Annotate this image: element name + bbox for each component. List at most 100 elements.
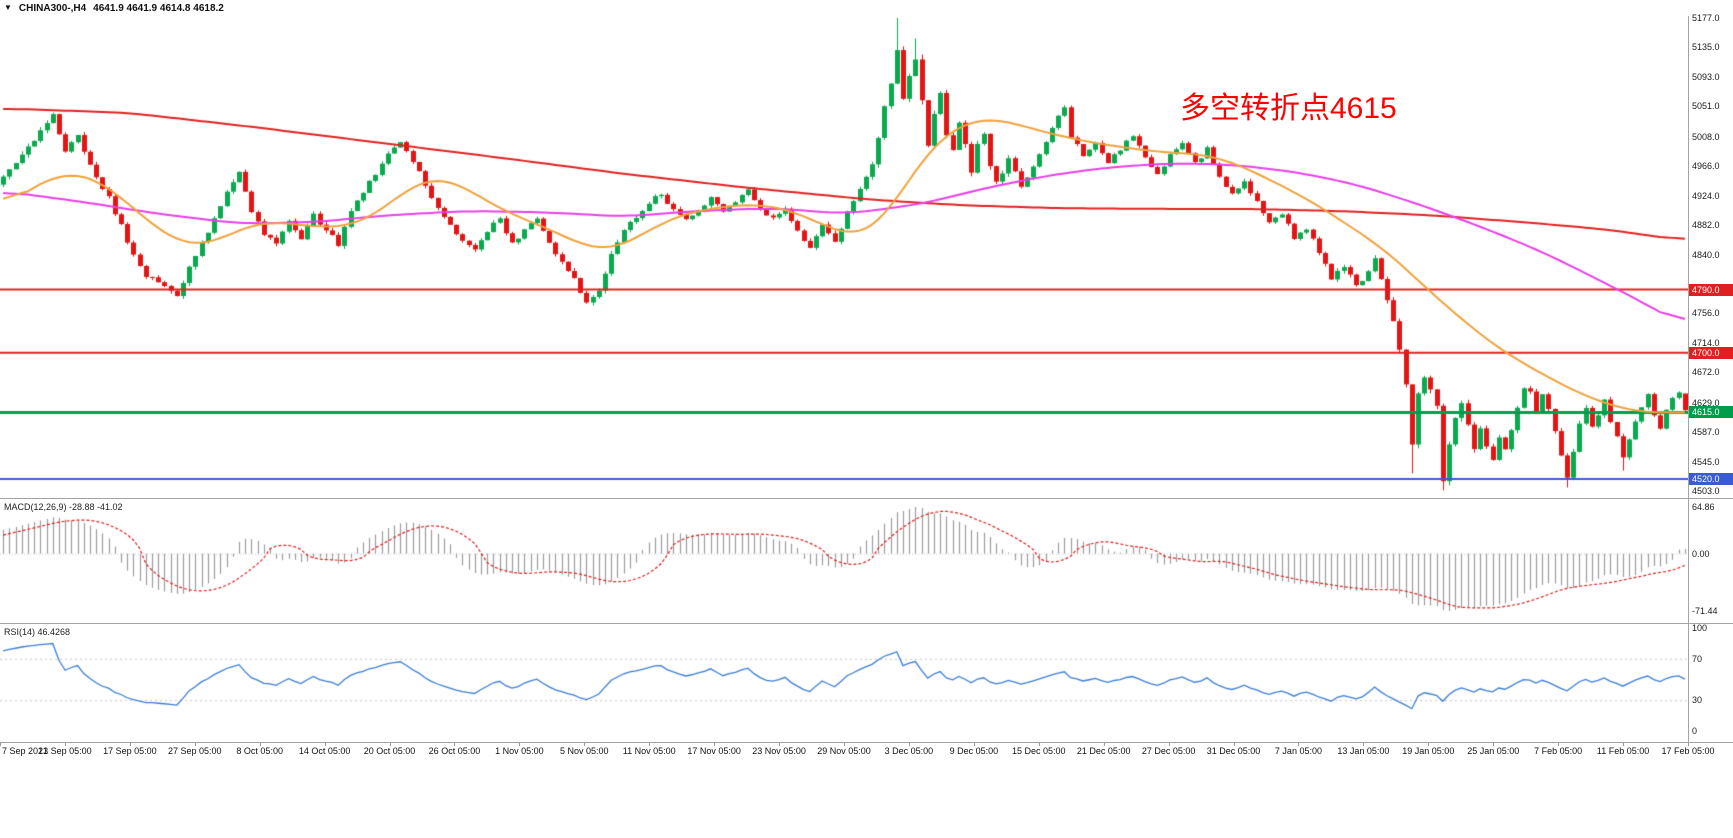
macd-axis[interactable]: 64.86 0.00 -71.44: [1689, 499, 1733, 623]
time-axis-label: 8 Oct 05:00: [236, 746, 283, 756]
time-axis-tick: [974, 743, 975, 746]
rsi-axis-label: 100: [1692, 623, 1708, 633]
time-axis-label: 19 Jan 05:00: [1402, 746, 1455, 756]
time-axis-label: 5 Nov 05:00: [560, 746, 609, 756]
time-axis-tick: [1688, 743, 1689, 746]
time-axis-label: 23 Nov 05:00: [752, 746, 806, 756]
time-axis-tick: [260, 743, 261, 746]
price-axis-label: 5135.0: [1692, 42, 1720, 53]
price-axis-label: 4756.0: [1692, 308, 1720, 319]
time-axis-label: 21 Dec 05:00: [1076, 746, 1131, 756]
price-axis-label: 4545.0: [1692, 456, 1720, 467]
time-axis-tick: [1558, 743, 1559, 746]
time-axis-tick: [130, 743, 131, 746]
time-axis-label: 7 Feb 05:00: [1534, 746, 1583, 756]
time-axis-label: 11 Nov 05:00: [622, 746, 676, 756]
macd-axis-label: -71.44: [1692, 606, 1718, 616]
time-axis-tick: [1298, 743, 1299, 746]
time-axis-tick: [1104, 743, 1105, 746]
chart-menu-icon[interactable]: ▼: [4, 3, 12, 12]
time-axis-tick: [0, 743, 1, 746]
rsi-axis[interactable]: 100 70 30 0: [1689, 623, 1733, 742]
price-axis-label: 4966.0: [1692, 161, 1720, 172]
price-axis-label: 4503.0: [1692, 486, 1720, 496]
time-axis-label: 17 Sep 05:00: [103, 746, 157, 756]
panel-separator: [0, 742, 1733, 743]
time-axis-tick: [1234, 743, 1235, 746]
main-price-axis[interactable]: 5177.0 5135.0 5093.0 5051.0 5008.0 4966.0 4924…: [1689, 13, 1733, 498]
panel-separator[interactable]: [0, 623, 1733, 624]
rsi-indicator-label: RSI(14) 46.4268: [4, 627, 71, 637]
time-axis-label: 11 Feb 05:00: [1596, 746, 1650, 756]
time-axis-tick: [195, 743, 196, 746]
time-axis-tick: [844, 743, 845, 746]
time-axis-tick: [390, 743, 391, 746]
price-axis-label: 4882.0: [1692, 220, 1720, 231]
time-axis-tick: [1363, 743, 1364, 746]
price-level-tag: 4520.0: [1689, 473, 1733, 486]
price-axis-label: 4629.0: [1692, 397, 1720, 408]
price-chart-panel: 5177.0 5135.0 5093.0 5051.0 5008.0 4966.0 4924…: [0, 13, 1733, 498]
time-axis-label: 13 Jan 05:00: [1337, 746, 1390, 756]
price-axis-label: 4714.0: [1692, 337, 1720, 348]
time-axis-label: 7 Jan 05:00: [1274, 746, 1322, 756]
rsi-axis-label: 70: [1692, 653, 1703, 664]
time-axis-label: 13 Sep 05:00: [38, 746, 92, 756]
time-axis-tick: [909, 743, 910, 746]
time-axis-label: 29 Nov 05:00: [817, 746, 871, 756]
time-axis-tick: [1039, 743, 1040, 746]
time-axis-label: 7 Sep 2021: [2, 746, 49, 756]
chart-text-annotation[interactable]: 多空转折点4615: [1180, 92, 1397, 125]
price-level-tag: 4790.0: [1689, 283, 1733, 296]
price-chart-canvas[interactable]: [0, 16, 1688, 498]
panel-separator[interactable]: [0, 498, 1733, 499]
time-axis-label: 14 Oct 05:00: [298, 746, 351, 756]
time-axis-label: 25 Jan 05:00: [1467, 746, 1520, 756]
price-axis-label: 5008.0: [1692, 131, 1720, 142]
time-axis-tick: [584, 743, 585, 746]
ohlc-values: 4641.9 4641.9 4614.8 4618.2: [93, 2, 224, 14]
time-axis-tick: [1428, 743, 1429, 746]
time-axis-label: 1 Nov 05:00: [495, 746, 544, 756]
price-axis-label: 5177.0: [1692, 13, 1720, 23]
time-axis[interactable]: 7 Sep 2021 13 Sep 05:00 17 Sep 05:00 27 Sep…: [0, 743, 1733, 760]
macd-panel: MACD(12,26,9) -28.88 -41.02 64.86 0.00 -71…: [0, 499, 1733, 623]
price-axis-label: 4840.0: [1692, 249, 1720, 260]
time-axis-label: 20 Oct 05:00: [363, 746, 416, 756]
rsi-canvas[interactable]: [0, 624, 1688, 742]
macd-indicator-label: MACD(12,26,9) -28.88 -41.02: [4, 502, 123, 512]
time-axis-tick: [1169, 743, 1170, 746]
rsi-axis-label: 0: [1692, 726, 1698, 736]
macd-canvas[interactable]: [0, 499, 1688, 623]
time-axis-label: 15 Dec 05:00: [1011, 746, 1066, 756]
time-axis-label: 27 Dec 05:00: [1141, 746, 1196, 756]
price-axis-label: 4672.0: [1692, 367, 1720, 378]
price-axis-divider: [1688, 16, 1689, 743]
time-axis-tick: [714, 743, 715, 746]
price-level-tag: 4700.0: [1689, 346, 1733, 359]
time-axis-tick: [65, 743, 66, 746]
time-axis-tick: [454, 743, 455, 746]
price-axis-label: 5051.0: [1692, 101, 1720, 112]
time-axis-tick: [325, 743, 326, 746]
time-axis-label: 9 Dec 05:00: [949, 746, 999, 756]
rsi-panel: RSI(14) 46.4268 100 70 30 0: [0, 623, 1733, 742]
macd-axis-label: 64.86: [1692, 502, 1715, 512]
time-axis-label: 17 Nov 05:00: [687, 746, 741, 756]
time-axis-tick: [519, 743, 520, 746]
price-axis-label: 5093.0: [1692, 71, 1720, 82]
time-axis-label: 27 Sep 05:00: [167, 746, 222, 756]
chart-toolbar: ▼ CHINA300-,H4 4641.9 4641.9 4614.8 4618…: [0, 0, 224, 16]
rsi-axis-label: 30: [1692, 695, 1703, 706]
time-axis-tick: [1493, 743, 1494, 746]
time-axis-tick: [779, 743, 780, 746]
time-axis-tick: [649, 743, 650, 746]
time-axis-label: 31 Dec 05:00: [1206, 746, 1261, 756]
time-axis-tick: [1623, 743, 1624, 746]
price-level-tag: 4615.0: [1689, 406, 1733, 419]
time-axis-label: 3 Dec 05:00: [884, 746, 934, 756]
time-axis-label: 17 Feb 05:00: [1661, 746, 1715, 756]
time-axis-label: 26 Oct 05:00: [428, 746, 481, 756]
price-axis-label: 4587.0: [1692, 427, 1720, 438]
